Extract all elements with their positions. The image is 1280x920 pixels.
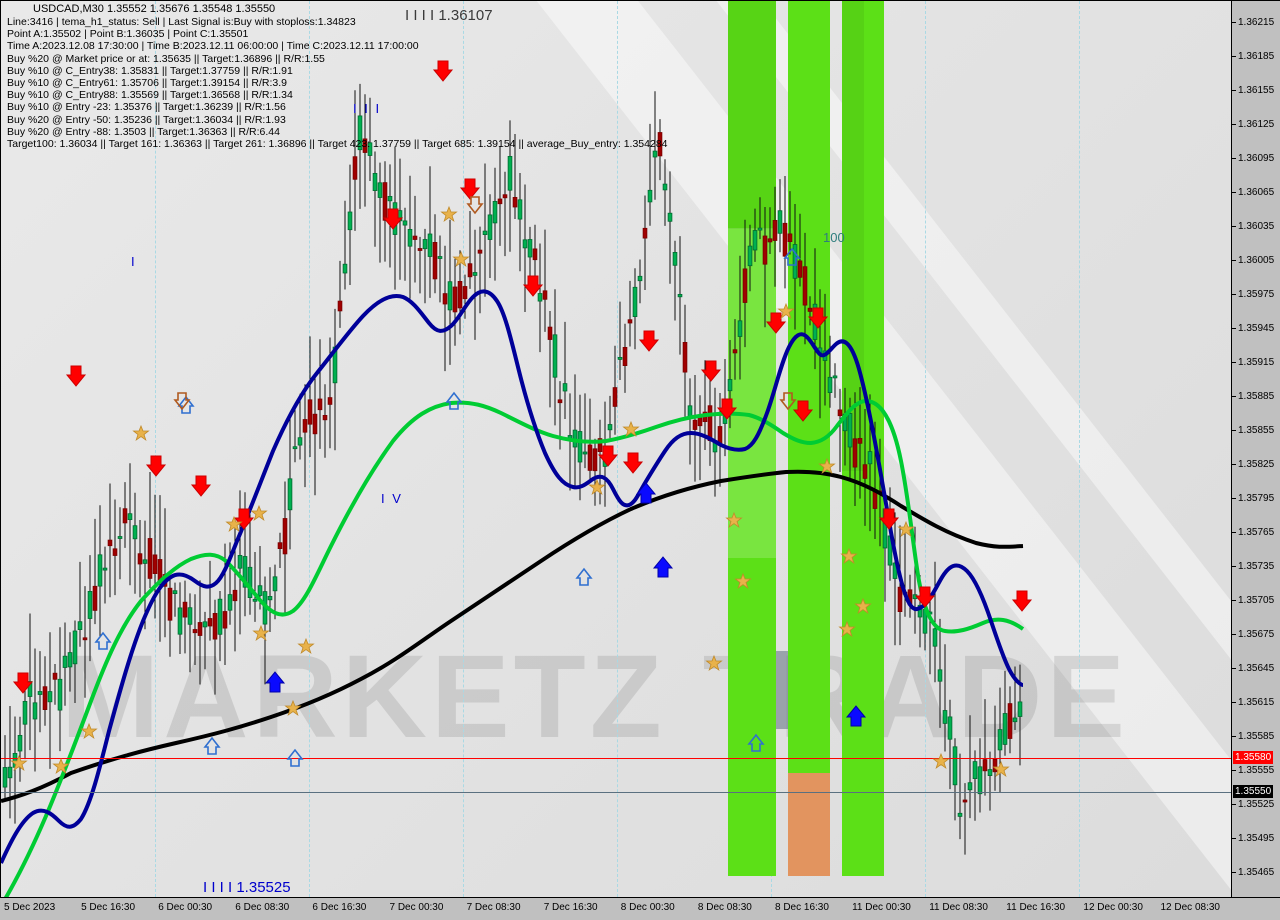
wave-label-4: I V xyxy=(381,491,403,506)
candlestick-series xyxy=(2,83,1023,855)
time-tick: 6 Dec 00:30 xyxy=(158,902,213,913)
price-tick: 1.35915 xyxy=(1232,357,1274,368)
price-tick: 1.35465 xyxy=(1232,867,1274,878)
time-tick: 6 Dec 08:30 xyxy=(235,902,290,913)
chart-plot-area[interactable]: MARKETZ TRADE xyxy=(0,0,1232,898)
time-tick: 12 Dec 08:30 xyxy=(1160,902,1221,913)
time-tick: 11 Dec 00:30 xyxy=(852,902,911,913)
price-tick: 1.35795 xyxy=(1232,493,1274,504)
price-tick: 1.35675 xyxy=(1232,629,1274,640)
time-tick: 7 Dec 08:30 xyxy=(466,902,521,913)
signal-markers xyxy=(11,60,1032,777)
grid-line xyxy=(925,1,926,897)
signal-markers-svg xyxy=(11,60,1032,777)
price-tick: 1.35825 xyxy=(1232,459,1274,470)
price-tick: 1.35555 xyxy=(1232,765,1274,776)
price-tick: 1.35735 xyxy=(1232,561,1274,572)
ask-line-label: 1.35580 xyxy=(1233,751,1274,764)
zone-shade-overlay xyxy=(728,1,776,229)
price-tick: 1.35765 xyxy=(1232,527,1274,538)
wave-label-3: I I I xyxy=(353,101,382,116)
price-tick: 1.35855 xyxy=(1232,425,1274,436)
time-tick: 7 Dec 16:30 xyxy=(543,902,598,913)
time-tick: 11 Dec 08:30 xyxy=(929,902,988,913)
price-tick: 1.36005 xyxy=(1232,255,1274,266)
buy-zone-2 xyxy=(788,1,830,773)
time-tick: 11 Dec 16:30 xyxy=(1006,902,1066,913)
price-tick: 1.35975 xyxy=(1232,289,1274,300)
time-tick: 8 Dec 00:30 xyxy=(620,902,675,913)
grid-line xyxy=(1079,1,1080,897)
wave-label-1: I xyxy=(131,254,137,269)
grid-line xyxy=(463,1,464,897)
price-tick: 1.35525 xyxy=(1232,799,1274,810)
time-tick: 8 Dec 08:30 xyxy=(697,902,752,913)
fib-bottom-label: I I I I 1.35525 xyxy=(203,879,291,896)
buy-zone-1-lighter xyxy=(728,228,776,558)
price-tick: 1.35705 xyxy=(1232,595,1274,606)
time-tick: 12 Dec 00:30 xyxy=(1083,902,1143,913)
price-tick: 1.36125 xyxy=(1232,119,1274,130)
price-tick: 1.35885 xyxy=(1232,391,1274,402)
price-tick: 1.36035 xyxy=(1232,221,1274,232)
fib-100-label: 100 xyxy=(823,230,845,245)
price-series-svg xyxy=(1,83,1025,897)
ma-mid-green xyxy=(3,398,1025,897)
buy-zone-1 xyxy=(728,1,776,876)
zone-shade-overlay xyxy=(842,1,864,471)
price-tick: 1.36095 xyxy=(1232,153,1274,164)
time-tick: 5 Dec 2023 xyxy=(4,902,56,913)
price-tick: 1.36185 xyxy=(1232,51,1274,62)
price-tick: 1.36215 xyxy=(1232,17,1274,28)
price-axis[interactable]: 1.36215 1.36185 1.36155 1.36125 1.36095 1.360… xyxy=(1232,0,1280,898)
grid-line xyxy=(617,1,618,897)
ma-fast-blue xyxy=(1,289,1024,864)
price-tick: 1.36065 xyxy=(1232,187,1274,198)
sell-zone xyxy=(788,773,830,876)
bid-line-label: 1.35550 xyxy=(1233,785,1274,798)
price-tick: 1.35645 xyxy=(1232,663,1274,674)
ask-price-line xyxy=(1,758,1231,759)
price-tick: 1.35585 xyxy=(1232,731,1274,742)
grid-line xyxy=(155,1,156,897)
price-tick: 1.36155 xyxy=(1232,85,1274,96)
time-tick: 5 Dec 16:30 xyxy=(81,902,136,913)
fib-top-label: I I I I 1.36107 xyxy=(405,7,493,24)
time-tick: 8 Dec 16:30 xyxy=(775,902,829,913)
bid-price-line xyxy=(1,792,1231,793)
price-tick: 1.35945 xyxy=(1232,323,1274,334)
time-tick: 7 Dec 00:30 xyxy=(389,902,444,913)
time-tick: 6 Dec 16:30 xyxy=(312,902,367,913)
time-axis[interactable]: 5 Dec 2023 5 Dec 16:30 6 Dec 00:30 6 Dec 08… xyxy=(0,899,1280,920)
price-tick: 1.35615 xyxy=(1232,697,1274,708)
price-tick: 1.35495 xyxy=(1232,833,1274,844)
